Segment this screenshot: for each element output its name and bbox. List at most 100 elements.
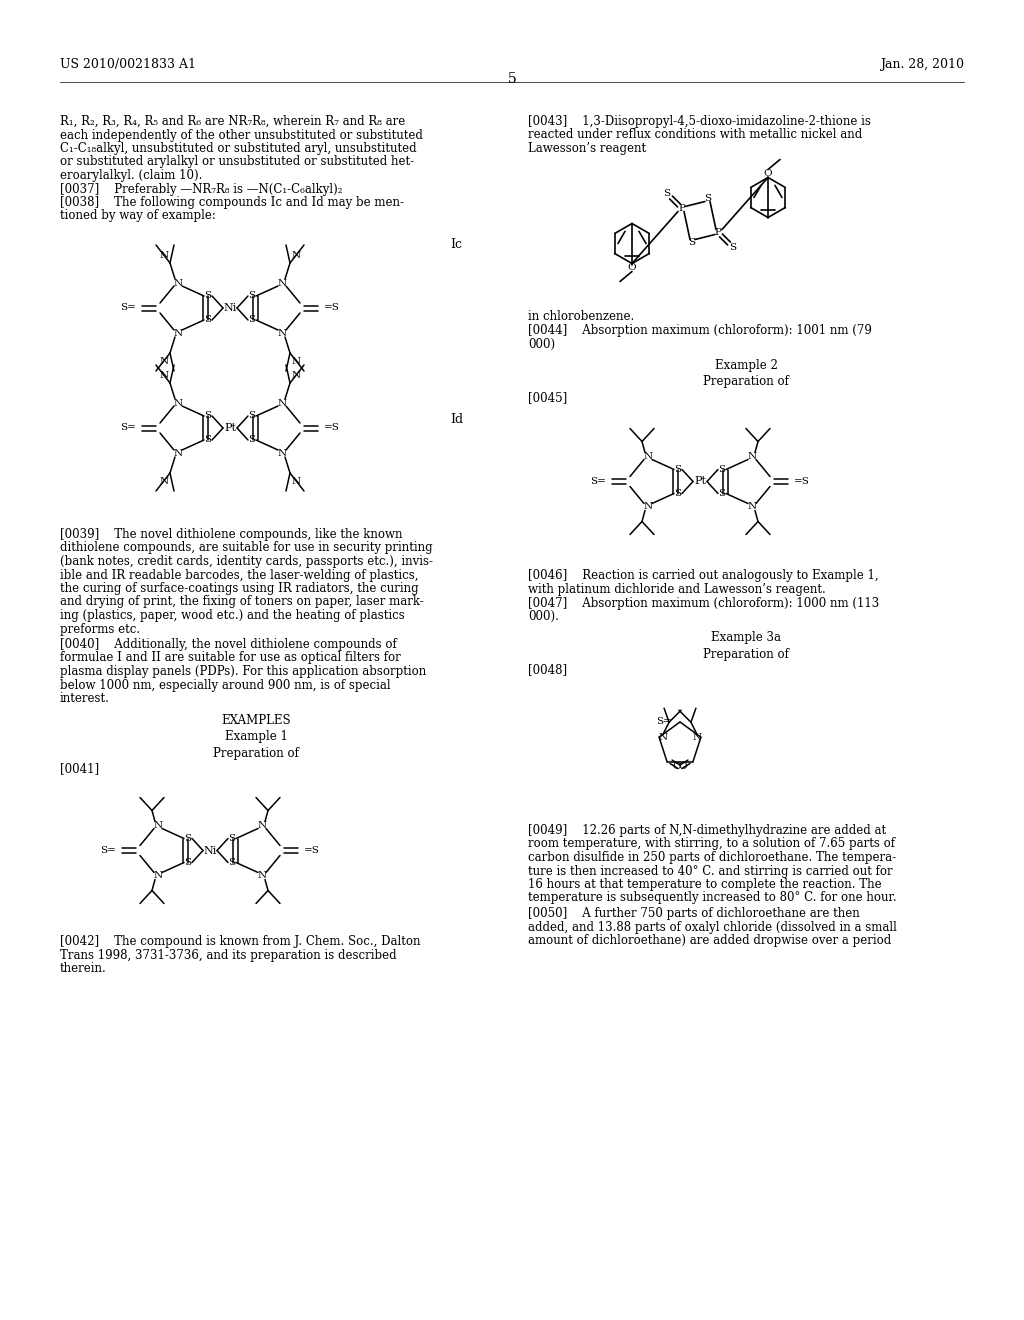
Text: N: N — [658, 733, 668, 742]
Text: N: N — [257, 871, 266, 880]
Text: S: S — [205, 436, 212, 445]
Text: S: S — [205, 412, 212, 421]
Text: room temperature, with stirring, to a solution of 7.65 parts of: room temperature, with stirring, to a so… — [528, 837, 895, 850]
Text: Ni: Ni — [223, 304, 237, 313]
Text: N: N — [154, 821, 163, 830]
Text: or substituted arylalkyl or unsubstituted or substituted het-: or substituted arylalkyl or unsubstitute… — [60, 156, 414, 169]
Text: S: S — [719, 465, 726, 474]
Text: N: N — [173, 399, 182, 408]
Text: [0037]    Preferably —NR₇R₈ is —N(C₁-C₆alkyl)₂: [0037] Preferably —NR₇R₈ is —N(C₁-C₆alky… — [60, 182, 342, 195]
Text: S: S — [675, 488, 682, 498]
Text: S: S — [205, 315, 212, 325]
Text: Ic: Ic — [450, 238, 462, 251]
Text: EXAMPLES: EXAMPLES — [221, 714, 291, 726]
Text: =S: =S — [324, 424, 340, 433]
Text: below 1000 nm, especially around 900 nm, is of special: below 1000 nm, especially around 900 nm,… — [60, 678, 390, 692]
Text: S: S — [249, 436, 256, 445]
Text: 000): 000) — [528, 338, 555, 351]
Text: S: S — [205, 292, 212, 301]
Text: therein.: therein. — [60, 962, 106, 975]
Text: N: N — [154, 871, 163, 880]
Text: =S: =S — [794, 477, 810, 486]
Text: Id: Id — [450, 413, 463, 426]
Text: [0040]    Additionally, the novel dithiolene compounds of: [0040] Additionally, the novel dithiolen… — [60, 638, 396, 651]
Text: N: N — [160, 356, 169, 366]
Text: [0041]: [0041] — [60, 762, 99, 775]
Text: each independently of the other unsubstituted or substituted: each independently of the other unsubsti… — [60, 128, 423, 141]
Text: S: S — [249, 412, 256, 421]
Text: tioned by way of example:: tioned by way of example: — [60, 210, 216, 223]
Text: N: N — [692, 733, 701, 742]
Text: [0038]    The following compounds Ic and Id may be men-: [0038] The following compounds Ic and Id… — [60, 195, 404, 209]
Text: 000).: 000). — [528, 610, 559, 623]
Text: N: N — [173, 449, 182, 458]
Text: [0047]    Absorption maximum (chloroform): 1000 nm (113: [0047] Absorption maximum (chloroform): … — [528, 597, 880, 610]
Text: the curing of surface-coatings using IR radiators, the curing: the curing of surface-coatings using IR … — [60, 582, 419, 595]
Text: Ni: Ni — [204, 846, 217, 855]
Text: Example 3a: Example 3a — [711, 631, 781, 644]
Text: [0046]    Reaction is carried out analogously to Example 1,: [0046] Reaction is carried out analogous… — [528, 569, 879, 582]
Text: Jan. 28, 2010: Jan. 28, 2010 — [880, 58, 964, 71]
Text: 16 hours at that temperature to complete the reaction. The: 16 hours at that temperature to complete… — [528, 878, 882, 891]
Text: ing (plastics, paper, wood etc.) and the heating of plastics: ing (plastics, paper, wood etc.) and the… — [60, 609, 404, 622]
Text: =S: =S — [304, 846, 319, 855]
Text: [0049]    12.26 parts of N,N-dimethylhydrazine are added at: [0049] 12.26 parts of N,N-dimethylhydraz… — [528, 824, 886, 837]
Text: in chlorobenzene.: in chlorobenzene. — [528, 310, 634, 323]
Text: S: S — [688, 238, 695, 247]
Text: S: S — [675, 465, 682, 474]
Text: N: N — [257, 821, 266, 830]
Text: N: N — [748, 502, 757, 511]
Text: N: N — [292, 251, 301, 260]
Text: Example 2: Example 2 — [715, 359, 777, 372]
Text: US 2010/0021833 A1: US 2010/0021833 A1 — [60, 58, 196, 71]
Text: N: N — [278, 449, 287, 458]
Text: Trans 1998, 3731-3736, and its preparation is described: Trans 1998, 3731-3736, and its preparati… — [60, 949, 396, 962]
Text: S: S — [249, 292, 256, 301]
Text: preforms etc.: preforms etc. — [60, 623, 140, 635]
Text: P: P — [679, 205, 685, 213]
Text: =S: =S — [324, 304, 340, 313]
Text: C₁-C₁₈alkyl, unsubstituted or substituted aryl, unsubstituted: C₁-C₁₈alkyl, unsubstituted or substitute… — [60, 143, 417, 154]
Text: ible and IR readable barcodes, the laser-welding of plastics,: ible and IR readable barcodes, the laser… — [60, 569, 419, 582]
Text: N: N — [160, 371, 169, 380]
Text: ture is then increased to 40° C. and stirring is carried out for: ture is then increased to 40° C. and sti… — [528, 865, 893, 878]
Text: N: N — [643, 451, 652, 461]
Text: Pt: Pt — [694, 477, 706, 487]
Text: Pt: Pt — [224, 422, 236, 433]
Text: S=: S= — [100, 846, 116, 855]
Text: N: N — [278, 399, 287, 408]
Text: S: S — [719, 488, 726, 498]
Text: Preparation of: Preparation of — [213, 747, 299, 759]
Text: and drying of print, the fixing of toners on paper, laser mark-: and drying of print, the fixing of toner… — [60, 595, 424, 609]
Text: S: S — [729, 243, 736, 252]
Text: O: O — [628, 263, 636, 272]
Text: S: S — [228, 858, 236, 867]
Text: O: O — [764, 169, 772, 178]
Text: with platinum dichloride and Lawesson’s reagent.: with platinum dichloride and Lawesson’s … — [528, 583, 825, 597]
Text: P: P — [715, 228, 722, 238]
Text: N: N — [278, 279, 287, 288]
Text: reacted under reflux conditions with metallic nickel and: reacted under reflux conditions with met… — [528, 128, 862, 141]
Text: [0048]: [0048] — [528, 664, 567, 676]
Text: [0045]: [0045] — [528, 391, 567, 404]
Text: added, and 13.88 parts of oxalyl chloride (dissolved in a small: added, and 13.88 parts of oxalyl chlorid… — [528, 920, 897, 933]
Text: temperature is subsequently increased to 80° C. for one hour.: temperature is subsequently increased to… — [528, 891, 897, 904]
Text: N: N — [748, 451, 757, 461]
Text: Example 1: Example 1 — [224, 730, 288, 743]
Text: N: N — [643, 502, 652, 511]
Text: formulae I and II are suitable for use as optical filters for: formulae I and II are suitable for use a… — [60, 652, 400, 664]
Text: R₁, R₂, R₃, R₄, R₅ and R₆ are NR₇R₈, wherein R₇ and R₈ are: R₁, R₂, R₃, R₄, R₅ and R₆ are NR₇R₈, whe… — [60, 115, 406, 128]
Text: (bank notes, credit cards, identity cards, passports etc.), invis-: (bank notes, credit cards, identity card… — [60, 554, 433, 568]
Text: N: N — [160, 251, 169, 260]
Text: S=: S= — [656, 718, 672, 726]
Text: N: N — [278, 329, 287, 338]
Text: S=: S= — [590, 477, 606, 486]
Text: S=: S= — [120, 424, 136, 433]
Text: [0044]    Absorption maximum (chloroform): 1001 nm (79: [0044] Absorption maximum (chloroform): … — [528, 323, 871, 337]
Text: S=: S= — [120, 304, 136, 313]
Text: Preparation of: Preparation of — [703, 375, 788, 388]
Text: plasma display panels (PDPs). For this application absorption: plasma display panels (PDPs). For this a… — [60, 665, 426, 678]
Text: amount of dichloroethane) are added dropwise over a period: amount of dichloroethane) are added drop… — [528, 935, 891, 946]
Text: N: N — [292, 371, 301, 380]
Text: [0042]    The compound is known from J. Chem. Soc., Dalton: [0042] The compound is known from J. Che… — [60, 936, 421, 949]
